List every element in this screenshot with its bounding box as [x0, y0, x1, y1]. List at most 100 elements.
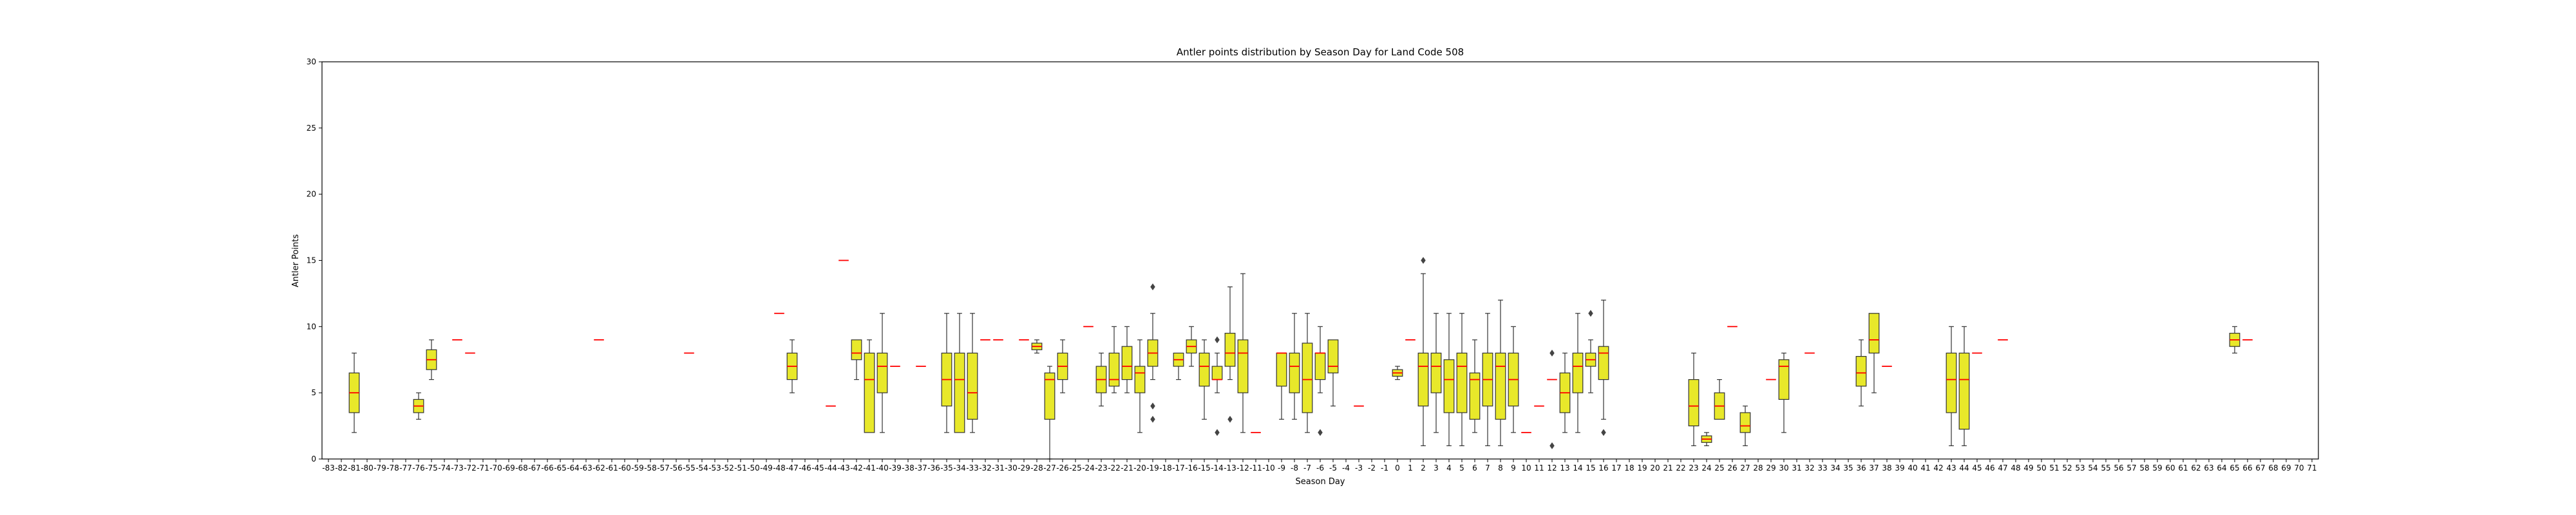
x-tick-label: 42: [1933, 464, 1943, 473]
box-body: [1121, 346, 1133, 380]
outlier-point: [1421, 257, 1426, 264]
x-tick-label: -51: [734, 464, 747, 473]
x-tick-label: -82: [335, 464, 348, 473]
x-tick-label: -53: [708, 464, 721, 473]
outlier-point: [1150, 402, 1155, 410]
x-tick-label: 27: [1740, 464, 1750, 473]
x-tick-label: 26: [1727, 464, 1737, 473]
box-body: [1430, 352, 1442, 393]
x-tick-label: 68: [2268, 464, 2278, 473]
x-tick-label: -34: [953, 464, 966, 473]
x-tick-label: -71: [477, 464, 489, 473]
x-tick-label: -5: [1329, 464, 1337, 473]
x-tick-label: -44: [824, 464, 837, 473]
x-tick-label: 32: [1804, 464, 1814, 473]
x-tick-label: -41: [863, 464, 876, 473]
box-body: [1302, 342, 1313, 413]
y-axis-label: Antler Points: [291, 234, 301, 288]
x-tick-label: 0: [1395, 464, 1400, 473]
box-body: [1327, 339, 1339, 373]
outlier-point: [1318, 429, 1323, 436]
box-body: [1108, 352, 1120, 387]
x-tick-label: 64: [2217, 464, 2226, 473]
x-tick-label: -52: [721, 464, 734, 473]
x-tick-label: 52: [2062, 464, 2072, 473]
x-tick-label: -30: [1005, 464, 1018, 473]
x-tick-label: 7: [1485, 464, 1490, 473]
x-tick-label: -36: [927, 464, 940, 473]
x-tick-label: -16: [1185, 464, 1198, 473]
x-tick-label: 11: [1534, 464, 1544, 473]
x-tick-label: 29: [1766, 464, 1776, 473]
x-tick-label: 40: [1908, 464, 1917, 473]
x-tick-label: 21: [1663, 464, 1672, 473]
x-tick-label: -38: [902, 464, 914, 473]
x-tick-label: -81: [348, 464, 361, 473]
x-tick-label: 16: [1598, 464, 1608, 473]
box-body: [1495, 352, 1506, 420]
x-tick-label: 62: [2191, 464, 2201, 473]
x-tick-label: 10: [1521, 464, 1531, 473]
box-body: [864, 352, 875, 433]
x-tick-label: 70: [2294, 464, 2304, 473]
x-tick-label: 3: [1434, 464, 1439, 473]
x-tick-label: 12: [1547, 464, 1557, 473]
x-tick-label: -50: [747, 464, 760, 473]
x-tick-label: 34: [1830, 464, 1840, 473]
x-tick-label: 13: [1560, 464, 1569, 473]
x-tick-label: -80: [361, 464, 374, 473]
x-tick-label: -17: [1172, 464, 1185, 473]
x-tick-label: -21: [1121, 464, 1133, 473]
x-tick-label: -74: [438, 464, 451, 473]
x-tick-label: -76: [412, 464, 425, 473]
box-body: [1739, 412, 1751, 433]
box-body: [1855, 356, 1867, 387]
x-tick-label: -32: [979, 464, 992, 473]
outlier-point: [1215, 336, 1220, 344]
x-tick-label: -20: [1133, 464, 1146, 473]
x-tick-label: 14: [1573, 464, 1582, 473]
box-body: [967, 352, 978, 420]
box-body: [851, 339, 862, 360]
x-tick-label: -39: [889, 464, 902, 473]
x-tick-label: 30: [1779, 464, 1788, 473]
x-tick-label: -83: [322, 464, 335, 473]
x-tick-label: -26: [1056, 464, 1069, 473]
x-tick-label: 47: [1998, 464, 2007, 473]
box-body: [1469, 372, 1481, 420]
x-tick-label: 1: [1408, 464, 1413, 473]
x-tick-label: -43: [837, 464, 850, 473]
outlier-point: [1215, 429, 1220, 436]
outlier-point: [1549, 350, 1555, 357]
box-body: [1044, 372, 1056, 420]
x-tick-label: -13: [1224, 464, 1236, 473]
x-tick-label: 66: [2242, 464, 2252, 473]
x-tick-label: 67: [2255, 464, 2265, 473]
x-tick-label: 60: [2165, 464, 2175, 473]
y-tick-label: 20: [307, 190, 316, 199]
x-tick-label: -65: [554, 464, 567, 473]
x-tick-label: -48: [773, 464, 786, 473]
x-tick-label: 18: [1624, 464, 1634, 473]
box-body: [1224, 333, 1236, 367]
x-tick-label: -6: [1316, 464, 1324, 473]
x-tick-label: -22: [1108, 464, 1121, 473]
x-tick-label: 22: [1676, 464, 1685, 473]
y-tick-label: 25: [307, 124, 316, 133]
x-tick-label: 45: [1972, 464, 1982, 473]
outlier-point: [1588, 310, 1593, 317]
x-tick-label: -64: [567, 464, 580, 473]
x-tick-label: -61: [605, 464, 618, 473]
x-tick-label: -14: [1211, 464, 1224, 473]
x-tick-label: -7: [1303, 464, 1311, 473]
x-tick-label: -58: [644, 464, 657, 473]
chart-title: Antler points distribution by Season Day…: [1177, 46, 1464, 58]
x-tick-label: 55: [2101, 464, 2110, 473]
x-axis-label: Season Day: [1296, 477, 1345, 487]
x-tick-label: 6: [1472, 464, 1477, 473]
box-body: [1276, 352, 1287, 387]
x-tick-label: -77: [399, 464, 412, 473]
x-tick-label: -18: [1159, 464, 1172, 473]
x-tick-label: -45: [811, 464, 824, 473]
